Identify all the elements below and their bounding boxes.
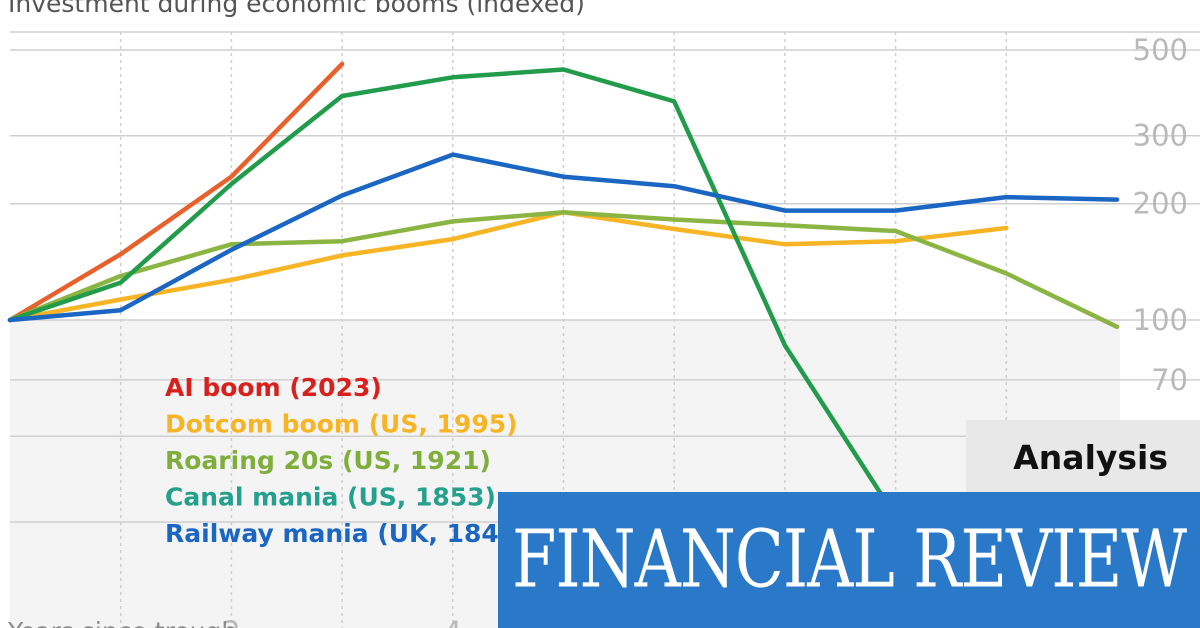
- x-axis-label: Years since trough: [7, 617, 237, 628]
- legend-entry-1: Dotcom boom (US, 1995): [165, 410, 518, 439]
- legend-entry-2: Roaring 20s (US, 1921): [165, 446, 491, 475]
- y-tick-label-70: 70: [1151, 363, 1188, 397]
- publication-name: FINANCIAL REVIEW: [511, 513, 1187, 607]
- series-line-3: [7, 67, 1009, 519]
- y-tick-label-200: 200: [1133, 187, 1188, 221]
- legend-entry-3: Canal mania (US, 1853): [165, 483, 496, 512]
- series-line-0: [7, 61, 345, 323]
- y-tick-label-300: 300: [1133, 119, 1188, 153]
- y-tick-labels: 500300200100705030: [1133, 33, 1188, 539]
- legend: AI boom (2023) Dotcom boom (US, 1995) Roar…: [165, 373, 528, 548]
- y-tick-label-500: 500: [1133, 33, 1188, 67]
- series-line-4: [7, 152, 1120, 323]
- x-tick-label-2: 2: [222, 615, 240, 628]
- series-line-2: [7, 210, 1120, 330]
- series-line-1: [7, 210, 1009, 323]
- financial-review-banner[interactable]: FINANCIAL REVIEW: [498, 492, 1200, 628]
- legend-entry-4: Railway mania (UK, 1843): [165, 519, 528, 548]
- x-tick-label-4: 4: [444, 615, 462, 628]
- analysis-tag: Analysis: [966, 420, 1200, 494]
- y-tick-label-100: 100: [1133, 303, 1188, 337]
- series-lines: [7, 61, 1120, 519]
- legend-entry-0: AI boom (2023): [165, 373, 382, 402]
- chart-title: Investment during economic booms (indexe…: [8, 0, 585, 18]
